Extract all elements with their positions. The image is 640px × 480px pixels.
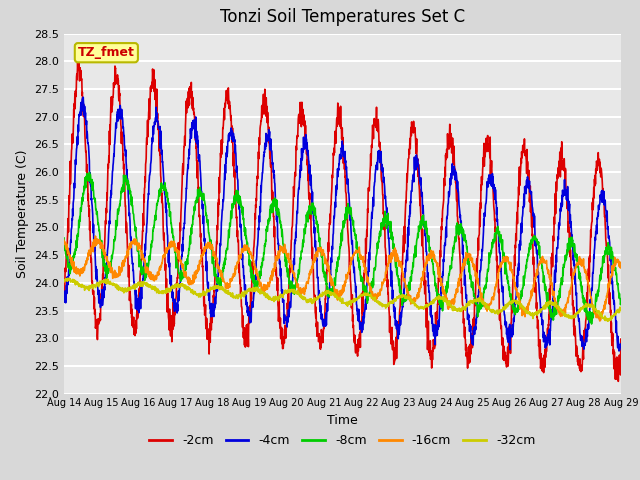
-8cm (331, 277, 339, 283)
-32cm (601, 313, 609, 319)
-8cm (602, 251, 609, 256)
-4cm (601, 200, 609, 206)
-4cm (316, 309, 324, 315)
Legend: -2cm, -4cm, -8cm, -16cm, -32cm: -2cm, -4cm, -8cm, -16cm, -32cm (145, 429, 540, 452)
-2cm (601, 214, 609, 220)
-4cm (331, 203, 339, 208)
-2cm (76, 58, 83, 64)
-32cm (617, 305, 625, 311)
-2cm (614, 378, 622, 384)
-32cm (601, 315, 609, 321)
-4cm (60, 299, 68, 305)
-8cm (617, 300, 625, 305)
-2cm (60, 296, 68, 301)
-32cm (65, 276, 72, 281)
Line: -8cm: -8cm (64, 172, 621, 324)
-2cm (89, 289, 97, 295)
-2cm (617, 336, 625, 342)
-4cm (615, 348, 623, 354)
-16cm (92, 233, 99, 239)
-16cm (617, 264, 625, 269)
-32cm (60, 279, 68, 285)
-16cm (88, 244, 96, 250)
Line: -16cm: -16cm (64, 236, 621, 321)
Y-axis label: Soil Temperature (C): Soil Temperature (C) (16, 149, 29, 278)
-8cm (86, 169, 93, 175)
-32cm (331, 294, 339, 300)
-32cm (604, 318, 612, 324)
-2cm (316, 346, 324, 351)
Line: -2cm: -2cm (64, 61, 621, 381)
-8cm (60, 235, 68, 241)
-2cm (499, 335, 506, 341)
-4cm (89, 211, 97, 217)
-8cm (316, 244, 324, 250)
-32cm (316, 291, 324, 297)
Line: -4cm: -4cm (64, 97, 621, 351)
-4cm (601, 197, 609, 203)
-32cm (499, 306, 506, 312)
-16cm (602, 299, 609, 304)
-32cm (89, 284, 97, 290)
Line: -32cm: -32cm (64, 278, 621, 321)
-8cm (601, 248, 609, 254)
-16cm (316, 245, 324, 251)
-16cm (331, 288, 339, 293)
-16cm (499, 259, 506, 264)
Text: TZ_fmet: TZ_fmet (78, 46, 135, 59)
-8cm (588, 321, 595, 327)
Title: Tonzi Soil Temperatures Set C: Tonzi Soil Temperatures Set C (220, 9, 465, 26)
X-axis label: Time: Time (327, 414, 358, 427)
-2cm (601, 212, 609, 218)
-8cm (89, 179, 97, 185)
-16cm (596, 318, 604, 324)
-16cm (60, 238, 68, 243)
-4cm (617, 343, 625, 348)
-4cm (79, 94, 87, 100)
-16cm (601, 299, 609, 305)
-4cm (499, 284, 506, 289)
-2cm (331, 129, 339, 134)
-8cm (499, 248, 506, 254)
